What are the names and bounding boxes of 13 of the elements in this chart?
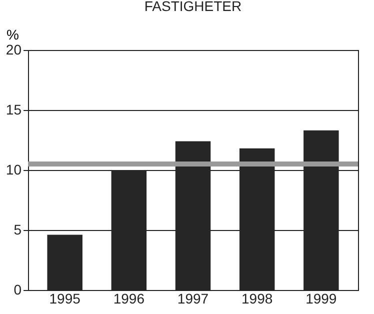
y-axis-title: % [6, 26, 19, 42]
y-tick-label: 5 [14, 222, 22, 238]
x-tick-label: 1995 [49, 290, 81, 306]
y-tick-label: 10 [6, 162, 22, 178]
x-tick-label: 1998 [242, 290, 273, 306]
y-tick-label: 0 [14, 282, 22, 298]
y-tick-label: 15 [6, 102, 22, 118]
x-tick-label: 1996 [113, 290, 145, 306]
x-tick-label: 1999 [306, 290, 337, 306]
bar [47, 234, 82, 290]
x-tick-label: 1997 [177, 290, 209, 306]
chart-title: FASTIGHETER [144, 0, 242, 14]
y-tick-label: 20 [6, 42, 22, 58]
